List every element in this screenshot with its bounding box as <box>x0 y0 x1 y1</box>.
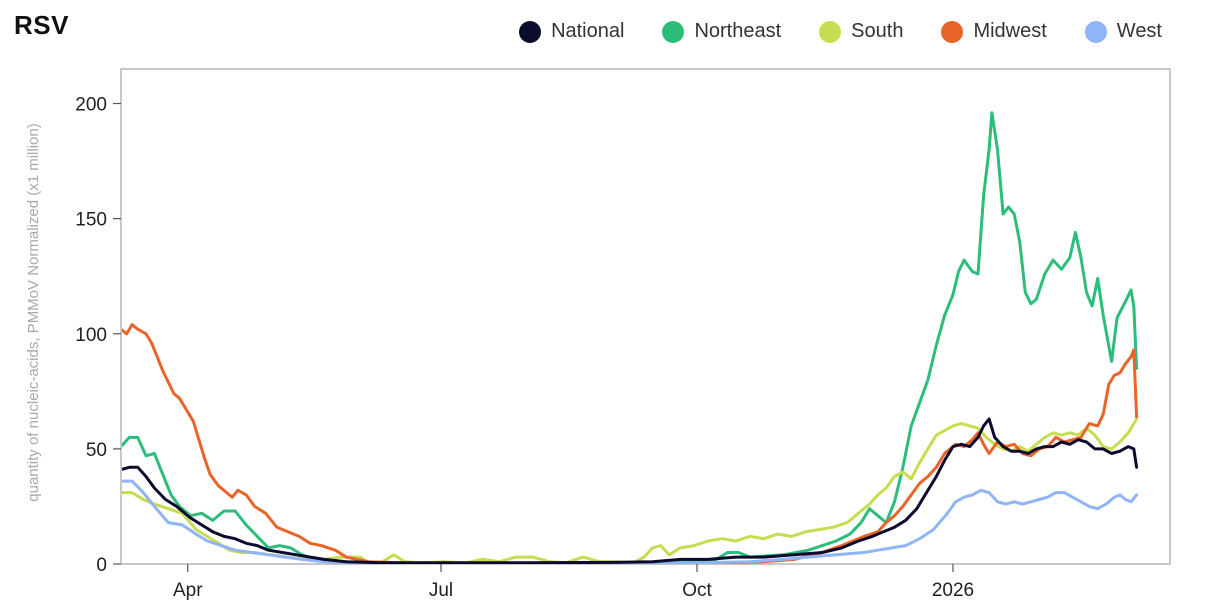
x-tick-label: Apr <box>173 580 203 601</box>
legend-label: South <box>851 20 904 42</box>
plot-frame <box>120 68 1171 565</box>
legend-dot-icon <box>941 20 964 43</box>
legend-dot-icon <box>519 20 542 43</box>
x-tick-label: 2026 <box>932 580 974 601</box>
series-line-national <box>122 417 1139 564</box>
legend-item-midwest[interactable]: Midwest <box>941 20 1047 43</box>
y-tick-label: 100 <box>75 325 107 346</box>
legend-label: Northeast <box>694 20 782 42</box>
y-tick-label: 50 <box>86 440 107 461</box>
legend-item-west[interactable]: West <box>1084 20 1162 43</box>
legend-label: West <box>1116 20 1162 42</box>
series-line-northeast <box>122 111 1139 564</box>
chart-legend: National Northeast South Midwest West <box>519 20 1162 43</box>
legend-dot-icon <box>1084 20 1107 43</box>
y-tick-label: 200 <box>75 95 107 116</box>
legend-item-national[interactable]: National <box>519 20 624 43</box>
x-tick-label: Jul <box>429 580 453 601</box>
legend-label: Midwest <box>973 20 1047 42</box>
series-line-midwest <box>122 323 1139 564</box>
chart-title: RSV <box>14 10 69 40</box>
y-axis-label: quantity of nucleic-acids, PMMoV Normali… <box>25 123 42 501</box>
y-tick-label: 0 <box>96 555 107 576</box>
series-line-west <box>122 479 1139 564</box>
legend-label: National <box>551 20 625 42</box>
legend-item-northeast[interactable]: Northeast <box>662 20 781 43</box>
legend-dot-icon <box>662 20 685 43</box>
legend-item-south[interactable]: South <box>819 20 903 43</box>
legend-dot-icon <box>819 20 842 43</box>
y-tick-label: 150 <box>75 210 107 231</box>
x-tick-label: Oct <box>682 580 712 601</box>
